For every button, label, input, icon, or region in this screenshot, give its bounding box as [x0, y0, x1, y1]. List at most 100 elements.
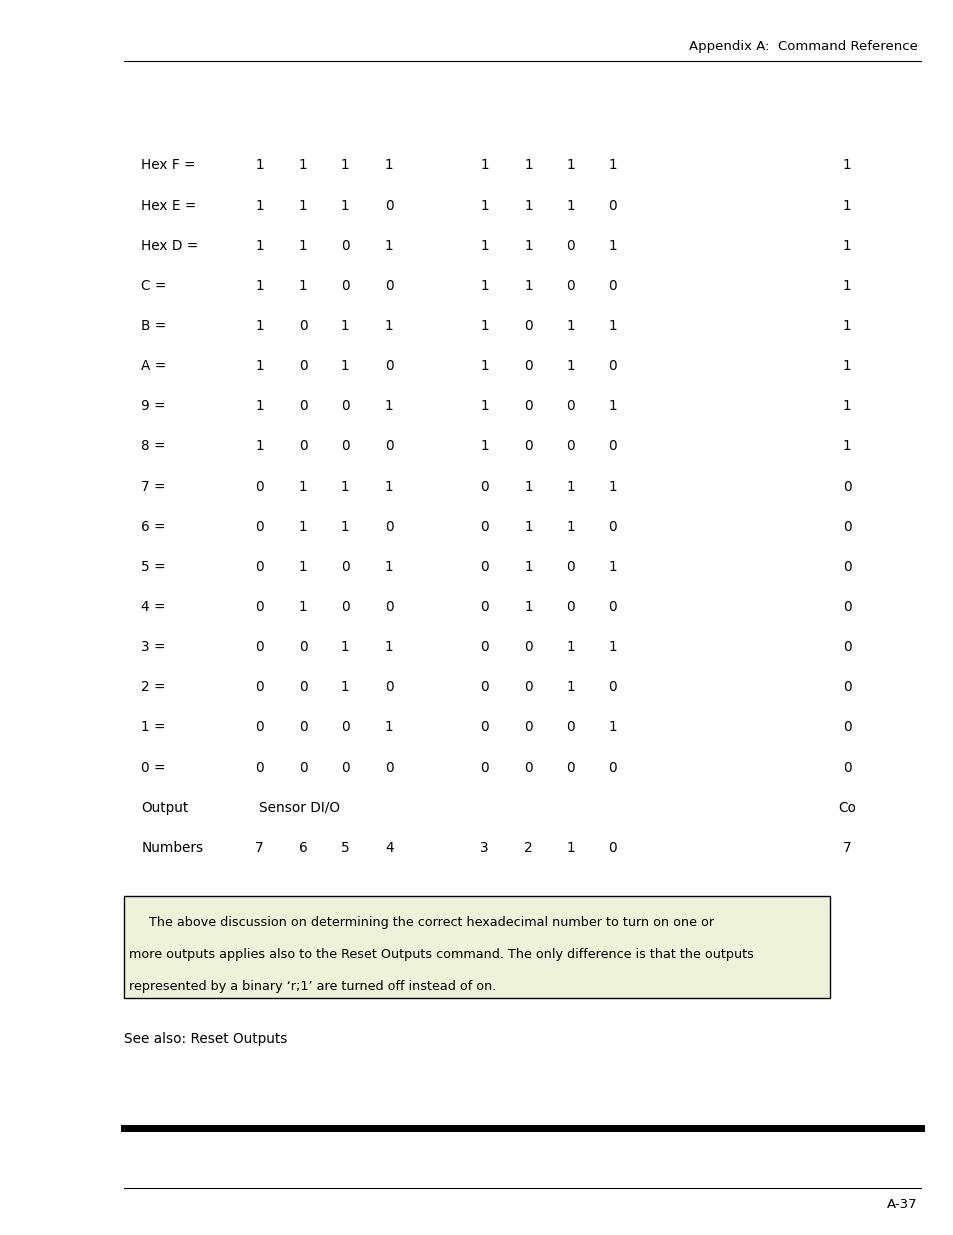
Text: 1: 1 [254, 319, 264, 333]
Text: 0: 0 [340, 279, 350, 293]
Text: 1: 1 [565, 479, 575, 494]
Text: 1: 1 [298, 479, 308, 494]
Text: 0: 0 [523, 761, 533, 774]
Text: 1: 1 [254, 440, 264, 453]
Text: 1: 1 [298, 238, 308, 253]
Text: 1: 1 [607, 559, 617, 574]
Text: 0: 0 [841, 600, 851, 614]
Text: 0: 0 [841, 479, 851, 494]
Text: 1: 1 [841, 238, 851, 253]
Text: 0: 0 [254, 559, 264, 574]
Text: 1: 1 [384, 559, 394, 574]
Text: 0: 0 [479, 640, 489, 655]
Text: 0: 0 [384, 359, 394, 373]
Text: 1 =: 1 = [141, 720, 166, 735]
Text: 0: 0 [340, 720, 350, 735]
Text: 0: 0 [607, 761, 617, 774]
Text: 0: 0 [479, 559, 489, 574]
Text: 0: 0 [523, 440, 533, 453]
Text: 1: 1 [254, 238, 264, 253]
Text: 0: 0 [384, 680, 394, 694]
Text: 1: 1 [607, 238, 617, 253]
Text: 0: 0 [523, 680, 533, 694]
Text: 0: 0 [479, 680, 489, 694]
Text: 0: 0 [298, 440, 308, 453]
Text: A-37: A-37 [886, 1198, 917, 1212]
Text: 0: 0 [254, 600, 264, 614]
Text: 0: 0 [298, 761, 308, 774]
Text: 0: 0 [565, 440, 575, 453]
Text: 0: 0 [523, 640, 533, 655]
Text: 1: 1 [523, 158, 533, 173]
Text: more outputs applies also to the Reset Outputs command. The only difference is t: more outputs applies also to the Reset O… [129, 948, 753, 961]
Text: Hex F =: Hex F = [141, 158, 195, 173]
Text: 1: 1 [607, 158, 617, 173]
Text: 0: 0 [340, 600, 350, 614]
Text: 1: 1 [479, 359, 489, 373]
Text: 1: 1 [841, 359, 851, 373]
Text: 0: 0 [340, 399, 350, 414]
Text: 0: 0 [565, 600, 575, 614]
Text: 1: 1 [523, 199, 533, 212]
Text: 0: 0 [254, 761, 264, 774]
Text: 5 =: 5 = [141, 559, 166, 574]
Text: 0: 0 [607, 199, 617, 212]
Text: 0: 0 [254, 680, 264, 694]
Text: 0: 0 [607, 279, 617, 293]
Text: 0: 0 [565, 761, 575, 774]
Text: 1: 1 [340, 520, 350, 534]
Text: 0: 0 [254, 640, 264, 655]
Text: 0: 0 [841, 520, 851, 534]
Text: 1: 1 [607, 720, 617, 735]
Text: 2 =: 2 = [141, 680, 166, 694]
Text: Numbers: Numbers [141, 841, 203, 855]
Text: 1: 1 [841, 399, 851, 414]
Text: 0: 0 [607, 841, 617, 855]
Text: 4: 4 [384, 841, 394, 855]
Text: 0: 0 [479, 520, 489, 534]
Text: 1: 1 [841, 158, 851, 173]
Text: 0: 0 [384, 600, 394, 614]
Text: 1: 1 [565, 319, 575, 333]
Text: 0: 0 [841, 720, 851, 735]
Text: 0: 0 [479, 761, 489, 774]
Text: 0: 0 [565, 399, 575, 414]
Text: B =: B = [141, 319, 166, 333]
Text: 0: 0 [254, 479, 264, 494]
Text: 0: 0 [384, 520, 394, 534]
Text: Hex D =: Hex D = [141, 238, 198, 253]
Text: Output: Output [141, 800, 189, 815]
Text: 0: 0 [523, 359, 533, 373]
Text: 0: 0 [479, 479, 489, 494]
Text: 0: 0 [841, 640, 851, 655]
Text: 1: 1 [479, 199, 489, 212]
Text: 1: 1 [841, 319, 851, 333]
Text: 1: 1 [384, 319, 394, 333]
Text: 0: 0 [384, 440, 394, 453]
Text: Appendix A:  Command Reference: Appendix A: Command Reference [688, 40, 917, 53]
Text: 1: 1 [384, 720, 394, 735]
Text: Sensor DI/O: Sensor DI/O [259, 800, 340, 815]
Text: The above discussion on determining the correct hexadecimal number to turn on on: The above discussion on determining the … [129, 916, 713, 929]
Text: 0: 0 [254, 520, 264, 534]
Text: 1: 1 [340, 158, 350, 173]
Text: 1: 1 [523, 279, 533, 293]
Text: 0: 0 [523, 720, 533, 735]
Text: 1: 1 [523, 600, 533, 614]
Text: See also: Reset Outputs: See also: Reset Outputs [124, 1032, 287, 1046]
Text: 1: 1 [384, 640, 394, 655]
Text: 0: 0 [565, 238, 575, 253]
Text: 0: 0 [298, 399, 308, 414]
Text: 1: 1 [841, 279, 851, 293]
Text: 1: 1 [254, 359, 264, 373]
Text: 0: 0 [340, 238, 350, 253]
Text: 8 =: 8 = [141, 440, 166, 453]
Text: Co: Co [838, 800, 855, 815]
Text: 1: 1 [298, 158, 308, 173]
Text: 1: 1 [523, 559, 533, 574]
Text: 7: 7 [254, 841, 264, 855]
Text: 0: 0 [607, 359, 617, 373]
Text: 0: 0 [523, 319, 533, 333]
Text: 1: 1 [479, 319, 489, 333]
Text: represented by a binary ‘r;1’ are turned off instead of on.: represented by a binary ‘r;1’ are turned… [129, 981, 496, 993]
